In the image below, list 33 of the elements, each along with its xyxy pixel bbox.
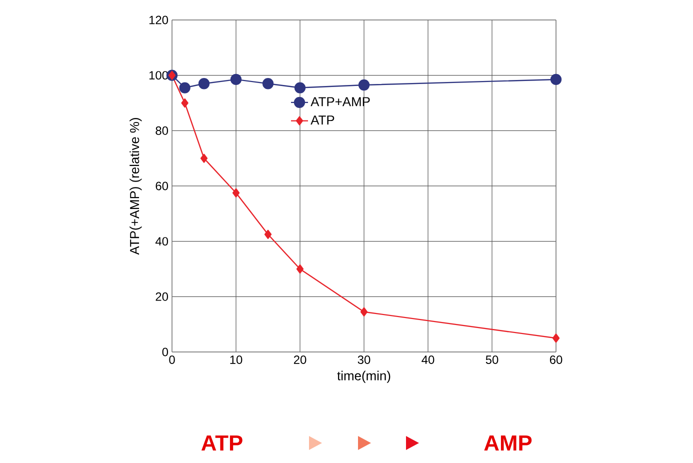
x-tick-label: 60	[550, 356, 562, 364]
point	[264, 230, 272, 239]
x-tick-label: 10	[230, 356, 242, 364]
text: AMP	[484, 435, 532, 451]
x-axis-title: time(min)	[337, 370, 390, 383]
point	[550, 74, 562, 86]
point	[552, 334, 560, 343]
point	[294, 82, 306, 94]
x-tick-label: 20	[294, 356, 306, 364]
y-tick-label: 60	[156, 182, 168, 190]
point	[230, 74, 242, 86]
point	[360, 307, 368, 316]
x-tick-label: 50	[486, 356, 498, 364]
point	[181, 98, 188, 108]
y-tick-label: 20	[156, 292, 168, 301]
x-tick-label: 0	[169, 356, 175, 364]
x-tick-label: 30	[358, 356, 370, 364]
point	[232, 188, 240, 198]
y-tick-label: 0	[162, 348, 168, 356]
point	[198, 78, 210, 90]
legend-label: ATP	[310, 116, 334, 124]
text: ATP	[201, 435, 242, 451]
y-tick-label: 80	[156, 126, 168, 135]
point	[200, 154, 208, 163]
x-tick-label: 40	[422, 356, 434, 364]
legend-label: ATP+AMP	[310, 97, 370, 106]
point	[296, 264, 304, 274]
point	[262, 78, 274, 90]
point	[179, 82, 190, 94]
y-tick-label: 120	[149, 16, 168, 24]
y-axis-title: ATP(+AMP) (relative %)	[130, 118, 142, 255]
point	[358, 79, 370, 91]
y-tick-label: 40	[155, 237, 168, 246]
